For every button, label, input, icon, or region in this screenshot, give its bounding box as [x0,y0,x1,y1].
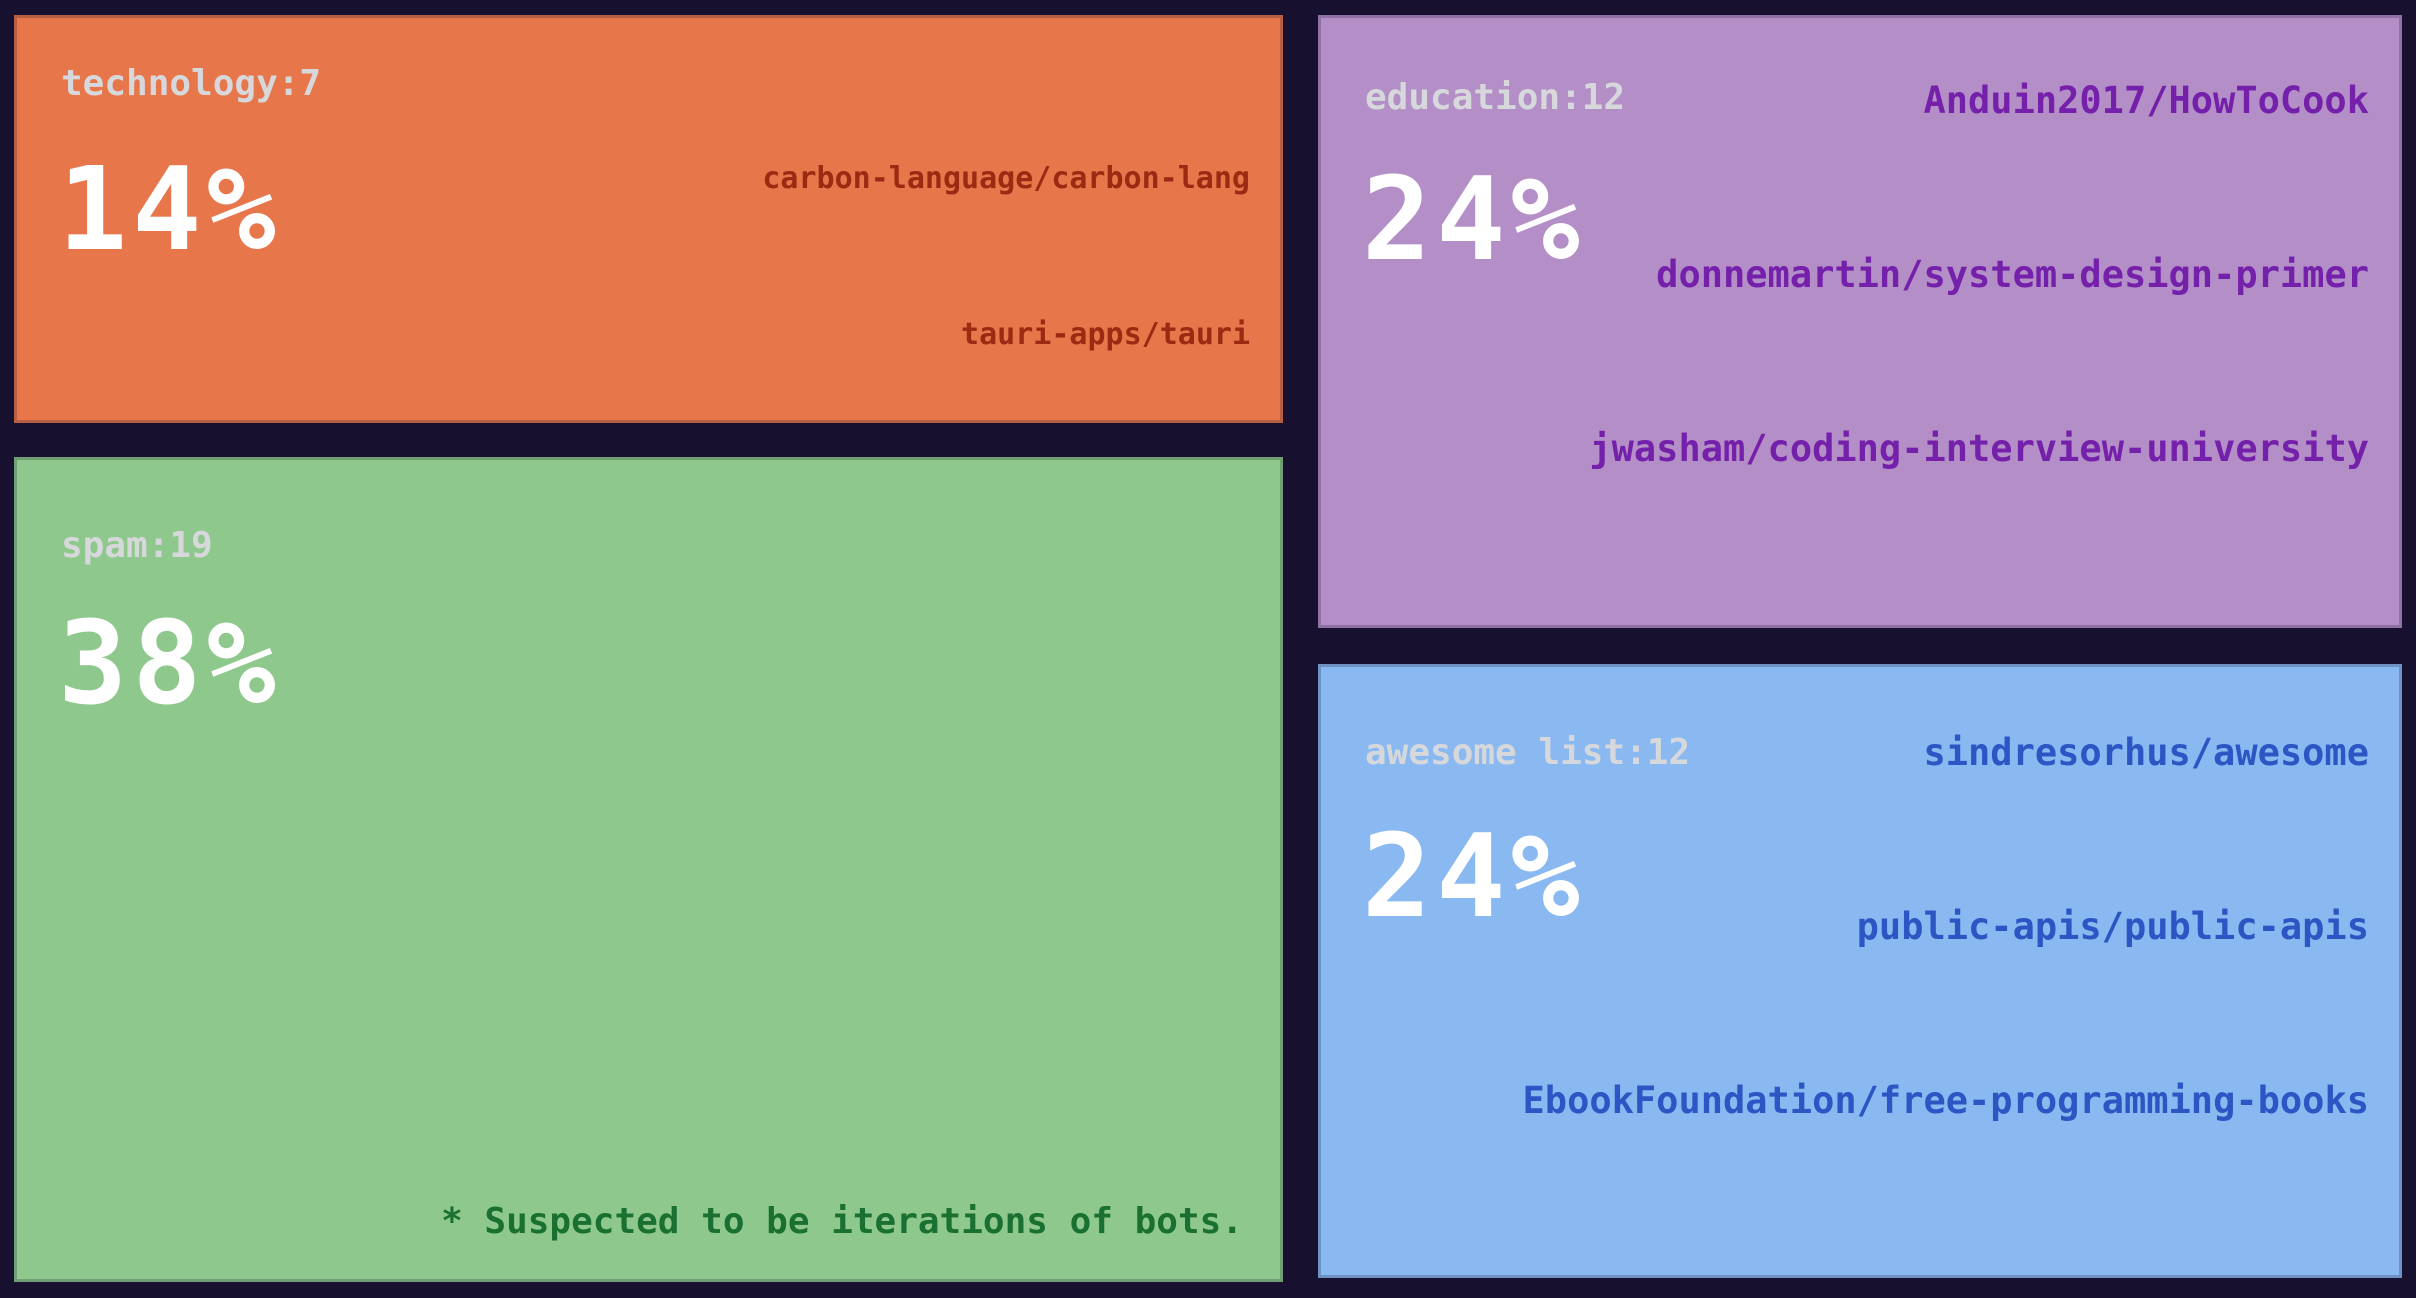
tile-label-awesome-list: awesome list:12 [1365,732,1691,773]
treemap-tile-awesome-list: awesome list:12 24% sindresorhus/awesome… [1318,664,2402,1278]
tile-label-technology: technology:7 [61,63,322,104]
repo-item: EbookFoundation/free-programming-books [1522,1079,2369,1122]
spam-footnote: * Suspected to be iterations of bots. [441,1201,1243,1242]
repo-list-education: Anduin2017/HowToCook donnemartin/system-… [1589,0,2369,594]
treemap-tile-spam: spam:19 38% * Suspected to be iterations… [14,457,1283,1282]
treemap-tile-technology: technology:7 14% carbon-language/carbon-… [14,15,1283,1132]
repo-list-awesome-list: sindresorhus/awesome public-apis/public-… [1523,608,2369,1246]
repo-item: sindresorhus/awesome [1923,731,2369,774]
tile-percent-education: 24% [1362,153,1585,287]
tile-percent-awesome-list: 24% [1362,810,1585,944]
tile-label-education: education:12 [1365,77,1626,118]
repo-item: Anduin2017/HowToCook [1923,79,2369,122]
repo-item: jwasham/coding-interview-university [1589,427,2369,470]
tile-percent-technology: 14% [58,143,281,277]
repo-item: carbon-language/carbon-lang [762,161,1250,196]
tile-percent-spam: 38% [58,597,281,731]
treemap-tile-education: education:12 24% Anduin2017/HowToCook do… [1318,15,2402,628]
repo-item: donnemartin/system-design-primer [1656,253,2369,296]
repo-item: tauri-apps/tauri [961,317,1250,352]
repo-item: public-apis/public-apis [1856,905,2369,948]
tile-label-spam: spam:19 [61,525,213,566]
